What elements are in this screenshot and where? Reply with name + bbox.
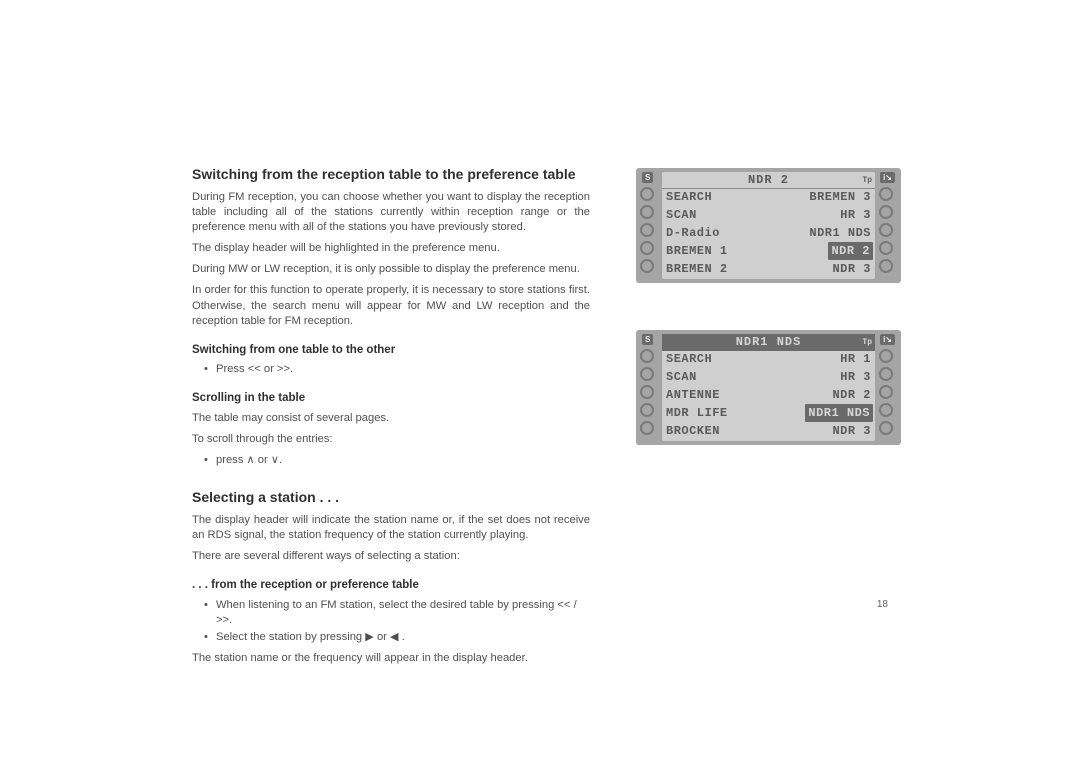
lcd-row: D-Radio NDR1 NDS (662, 224, 875, 242)
lcd-row: ANTENNE NDR 2 (662, 386, 875, 404)
bullet-select-station: Select the station by pressing ▶ or ◀ . (204, 630, 590, 645)
lcd-cell-right: HR 3 (838, 206, 873, 224)
paragraph: There are several different ways of sele… (192, 549, 590, 564)
paragraph: The display header will be highlighted i… (192, 241, 590, 256)
softkey-ring[interactable] (879, 385, 893, 399)
lcd-cell-left: SCAN (664, 206, 699, 224)
page-number: 18 (877, 599, 888, 610)
lcd-cell-right: NDR1 NDS (805, 404, 873, 422)
lcd-screen: NDR1 NDS Tp SEARCH HR 1 SCAN HR 3 ANTENNE NDR… (662, 334, 875, 441)
softkey-ring[interactable] (640, 205, 654, 219)
heading-from-table: . . . from the reception or preference t… (192, 578, 590, 594)
lcd-row: BREMEN 2 NDR 3 (662, 260, 875, 278)
lcd-row: SCAN HR 3 (662, 206, 875, 224)
paragraph: The station name or the frequency will a… (192, 651, 590, 666)
lcd-row: BROCKEN NDR 3 (662, 422, 875, 440)
corner-s-badge: S (642, 334, 653, 345)
softkey-ring[interactable] (879, 241, 893, 255)
lcd-cell-right: NDR 3 (830, 422, 873, 440)
softkey-ring[interactable] (879, 421, 893, 435)
softkey-ring[interactable] (879, 367, 893, 381)
corner-i-badge: i↘ (880, 172, 895, 183)
paragraph: In order for this function to operate pr… (192, 283, 590, 328)
corner-i-badge: i↘ (880, 334, 895, 345)
lcd-row: SCAN HR 3 (662, 368, 875, 386)
lcd-cell-right: NDR1 NDS (807, 224, 873, 242)
side-buttons-left (640, 349, 658, 435)
softkey-ring[interactable] (640, 187, 654, 201)
paragraph: During FM reception, you can choose whet… (192, 190, 590, 235)
softkey-ring[interactable] (640, 241, 654, 255)
lcd-cell-right: NDR 3 (830, 260, 873, 278)
bullet-press-wedges: press ∧ or ∨. (204, 453, 590, 468)
side-buttons-left (640, 187, 658, 273)
lcd-cell-right: HR 1 (838, 350, 873, 368)
paragraph: To scroll through the entries: (192, 432, 590, 447)
softkey-ring[interactable] (879, 403, 893, 417)
lcd-cell-left: D-Radio (664, 224, 722, 242)
lcd-header-text: NDR 2 (748, 173, 789, 187)
softkey-ring[interactable] (879, 187, 893, 201)
lcd-cell-left: BROCKEN (664, 422, 722, 440)
lcd-body: SEARCHBREMEN 3SCANHR 3D-RadioNDR1 NDSBRE… (662, 188, 875, 279)
side-buttons-right (879, 187, 897, 273)
radio-display-2: S i↘ NDR1 NDS Tp SEARCH (636, 330, 901, 445)
lcd-header-text: NDR1 NDS (736, 335, 802, 349)
lcd-cell-left: MDR LIFE (664, 404, 730, 422)
lcd-row: MDR LIFE NDR1 NDS (662, 404, 875, 422)
softkey-ring[interactable] (640, 385, 654, 399)
paragraph: The display header will indicate the sta… (192, 513, 590, 543)
softkey-ring[interactable] (879, 223, 893, 237)
lcd-cell-right: HR 3 (838, 368, 873, 386)
lcd-header: NDR 2 Tp (662, 172, 875, 189)
softkey-ring[interactable] (640, 403, 654, 417)
corner-s-badge: S (642, 172, 653, 183)
paragraph: During MW or LW reception, it is only po… (192, 262, 590, 277)
softkey-ring[interactable] (640, 421, 654, 435)
heading-switching-one-table: Switching from one table to the other (192, 343, 590, 359)
softkey-ring[interactable] (640, 259, 654, 273)
lcd-cell-left: SEARCH (664, 350, 714, 368)
lcd-body: SEARCH HR 1 SCAN HR 3 ANTENNE NDR 2 MDR LIFE ND… (662, 350, 875, 441)
lcd-cell-left: SCAN (664, 368, 699, 386)
softkey-ring[interactable] (640, 349, 654, 363)
heading-switching-tables: Switching from the reception table to th… (192, 165, 590, 184)
bullet-select-table: When listening to an FM station, select … (204, 598, 590, 628)
paragraph: The table may consist of several pages. (192, 411, 590, 426)
softkey-ring[interactable] (879, 259, 893, 273)
text-column: Switching from the reception table to th… (192, 165, 590, 672)
softkey-ring[interactable] (879, 349, 893, 363)
radio-display-1: S i↘ NDR 2 Tp SEARCHBRE (636, 168, 901, 283)
heading-selecting-station: Selecting a station . . . (192, 488, 590, 507)
lcd-cell-left: BREMEN 1 (664, 242, 730, 260)
lcd-cell-right: NDR 2 (830, 386, 873, 404)
softkey-ring[interactable] (640, 367, 654, 381)
softkey-ring[interactable] (879, 205, 893, 219)
lcd-cell-right: NDR 2 (828, 242, 873, 260)
lcd-row: SEARCH BREMEN 3 (662, 188, 875, 206)
lcd-row: SEARCH HR 1 (662, 350, 875, 368)
tp-indicator: Tp (862, 173, 872, 189)
lcd-row: BREMEN 1 NDR 2 (662, 242, 875, 260)
lcd-cell-left: BREMEN 2 (664, 260, 730, 278)
bullet-press-arrows: Press << or >>. (204, 362, 590, 377)
lcd-cell-left: ANTENNE (664, 386, 722, 404)
softkey-ring[interactable] (640, 223, 654, 237)
manual-page: Switching from the reception table to th… (0, 0, 1080, 763)
heading-scrolling: Scrolling in the table (192, 391, 590, 407)
side-buttons-right (879, 349, 897, 435)
lcd-cell-right: BREMEN 3 (807, 188, 873, 206)
lcd-header: NDR1 NDS Tp (662, 334, 875, 351)
tp-indicator: Tp (862, 335, 872, 351)
lcd-screen: NDR 2 Tp SEARCH BREMEN 3 SCAN HR 3 D-Radio ND… (662, 172, 875, 279)
lcd-cell-left: SEARCH (664, 188, 714, 206)
